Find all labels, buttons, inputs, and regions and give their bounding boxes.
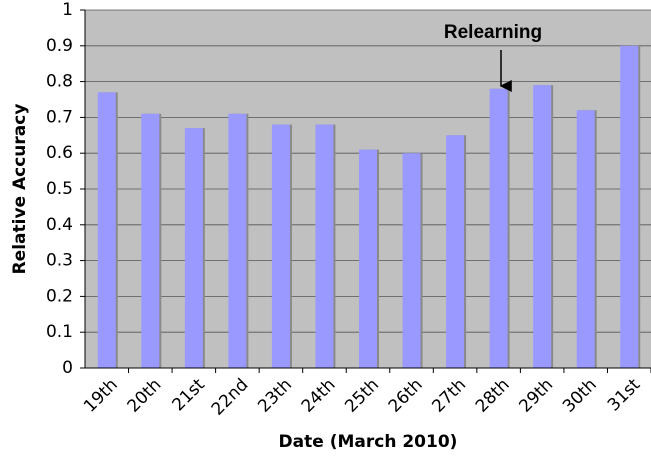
y-tick-label: 0.4 [46, 215, 73, 235]
bar [271, 124, 290, 368]
y-axis-title: Relative Accuracy [10, 104, 30, 275]
x-tick-label: 30th [559, 375, 601, 417]
x-tick-label: 22nd [208, 375, 253, 420]
y-tick-label: 0.6 [46, 143, 73, 163]
x-axis-title: Date (March 2010) [279, 432, 458, 452]
bar [228, 113, 247, 368]
bar [533, 85, 552, 369]
y-tick-label: 0.8 [46, 72, 73, 92]
x-tick-label: 31st [604, 375, 645, 416]
bar [489, 88, 508, 368]
x-tick-label: 25th [341, 375, 383, 417]
y-tick-label: 0.1 [46, 322, 73, 342]
x-tick-label: 29th [515, 375, 557, 417]
bar [141, 113, 160, 368]
annotation: Relearning [444, 22, 542, 43]
x-tick-label: 21st [169, 375, 210, 416]
y-tick-label: 0.5 [46, 179, 73, 199]
y-tick-label: 0.2 [46, 286, 73, 306]
y-tick-label: 0.7 [46, 107, 73, 127]
x-tick-label: 26th [385, 375, 427, 417]
bars [97, 45, 639, 369]
x-tick-label: 24th [298, 375, 340, 417]
bar [359, 149, 377, 368]
bar [620, 45, 639, 369]
x-tick-label: 28th [472, 375, 514, 417]
bar [576, 110, 595, 369]
bar [184, 128, 203, 368]
x-tick-label: 27th [428, 375, 470, 417]
bar [315, 124, 334, 368]
bar [97, 92, 116, 368]
bar [402, 153, 421, 368]
y-tick-label: 0 [62, 358, 73, 378]
y-tick-label: 1 [62, 0, 73, 20]
bar [446, 135, 465, 368]
y-tick-label: 0.9 [46, 36, 73, 56]
y-tick-label: 0.3 [46, 251, 73, 271]
x-tick-label: 19th [80, 375, 122, 417]
x-tick-label: 23th [254, 375, 296, 417]
x-tick-label: 20th [124, 375, 166, 417]
